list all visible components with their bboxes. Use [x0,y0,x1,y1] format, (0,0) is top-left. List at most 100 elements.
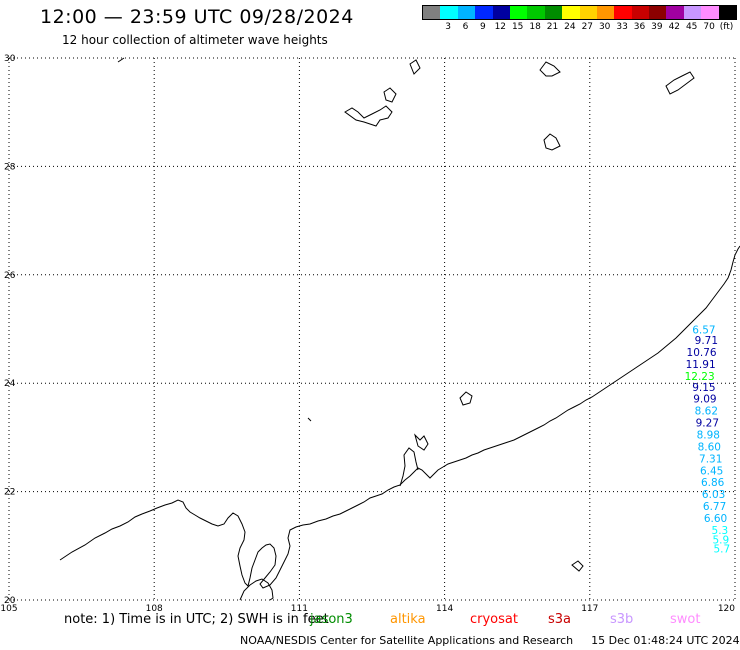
wave-height-label: 6.77 [703,501,726,513]
color-scale-label: 45 [685,22,698,32]
wave-height-label: 7.31 [699,453,722,465]
lake-outline-4 [543,133,561,151]
color-swatch [683,6,702,19]
color-swatch [544,6,563,19]
lake-outline-7 [117,57,125,63]
color-swatch [596,6,615,19]
wave-height-label: 6.03 [702,489,725,501]
color-swatch [614,6,632,19]
color-scale-label: 18 [529,22,541,32]
color-scale-label: 9 [480,22,486,32]
wave-height-label: 12.23 [685,371,715,383]
color-scale-label: 12 [494,22,507,32]
wave-height-label: 9.15 [692,382,715,394]
color-scale-unit: (ft) [719,22,734,32]
wave-height-label: 6.60 [704,513,727,525]
lat-tick-label: 30 [4,54,16,64]
color-swatch [579,6,597,19]
color-scale-label: 36 [633,22,646,32]
wave-height-label: 6.86 [701,477,725,489]
wave-height-label: 10.76 [687,347,717,359]
color-swatch [475,6,493,19]
chart-subtitle: 12 hour collection of altimeter wave hei… [62,33,328,47]
color-scale-label: 70 [703,22,715,32]
color-scale-label: 3 [445,22,451,32]
color-scale-legend: 3 6 9 12 15 18 21 24 27 30 33 36 39 42 45 70 (ft) [422,5,738,34]
lat-tick-label: 26 [4,271,16,281]
lon-tick-label: 120 [718,604,735,614]
wave-height-label: 5.7 [713,543,730,555]
coastline-islands-south [414,433,429,451]
color-scale-label: 24 [564,22,576,32]
lat-tick-label: 20 [4,596,16,606]
wave-height-label: 9.71 [695,335,718,347]
coastline-mainland [59,245,740,589]
wave-height-readings: 6.579.7110.7611.9112.239.159.098.629.278… [685,324,731,555]
generated-timestamp: 15 Dec 01:48:24 UTC 2024 [591,634,740,647]
color-swatch [440,6,458,19]
lake-outline-6 [409,59,421,75]
color-swatch [457,6,476,19]
color-scale-swatches [422,5,738,20]
lon-tick-label: 117 [581,604,598,614]
satellite-s3b: s3b [610,612,634,627]
color-scale-label: 39 [651,22,663,32]
color-swatch [666,6,684,19]
lon-tick-label: 105 [0,604,17,614]
map-grid [8,57,736,601]
color-swatch [718,6,737,19]
color-swatch [631,6,650,19]
coastline-pearl-estuary [399,447,419,487]
wave-height-label: 6.45 [700,465,723,477]
coastline [59,57,740,601]
footer-note: note: 1) Time is in UTC; 2) SWH is in fe… [64,612,329,627]
color-swatch [423,6,441,19]
credit-text: NOAA/NESDIS Center for Satellite Applica… [240,634,574,647]
credit-line: NOAA/NESDIS Center for Satellite Applica… [240,634,740,647]
color-swatch [509,6,528,19]
satellite-swot: swot [670,612,701,627]
satellite-jason3: jason3 [310,612,353,627]
wave-height-label: 6.57 [692,324,715,336]
coastline-islet-south [571,560,584,572]
lake-outline-3 [539,61,561,77]
coastline-hainan [239,578,274,601]
color-scale-label: 30 [598,22,611,32]
coastline-islet-west [307,417,312,422]
lon-tick-label: 108 [146,604,163,614]
satellite-altika: altika [390,612,426,627]
color-swatch [701,6,719,19]
color-scale-labels: 3 6 9 12 15 18 21 24 27 30 33 36 39 42 45 70 (ft) [422,20,737,34]
color-swatch [562,6,580,19]
wave-height-label: 9.27 [696,418,719,430]
wave-height-label: 9.09 [693,394,716,406]
coastline-penghu [459,391,473,406]
color-scale-label: 33 [616,22,628,32]
lon-tick-label: 114 [436,604,453,614]
lon-tick-label: 111 [291,604,308,614]
color-scale-label: 21 [546,22,559,32]
wave-height-label: 5.9 [712,535,729,547]
color-swatch [649,6,667,19]
chart-title: 12:00 — 23:59 UTC 09/28/2024 [40,6,354,28]
satellite-s3a: s3a [548,612,572,627]
wave-height-label: 11.91 [686,359,716,371]
color-scale-label: 6 [462,22,469,32]
wave-height-label: 8.62 [695,406,718,418]
lat-tick-label: 22 [4,488,15,498]
lake-outline-2 [383,87,397,103]
wave-height-label: 8.60 [698,441,721,453]
color-scale-label: 15 [511,22,524,32]
color-swatch [492,6,510,19]
color-swatch [527,6,545,19]
wave-height-label: 5.3 [712,525,729,537]
lake-outline-5 [665,71,695,95]
map-tick-labels: 105 108 111 114 117 120 20 22 24 26 28 30 [0,54,735,614]
lat-tick-label: 24 [4,379,16,389]
lake-outline-1 [344,105,393,127]
satellite-cryosat: cryosat [470,612,518,627]
lat-tick-label: 28 [4,162,16,172]
wave-height-label: 8.98 [697,429,720,441]
color-scale-label: 27 [581,22,594,32]
